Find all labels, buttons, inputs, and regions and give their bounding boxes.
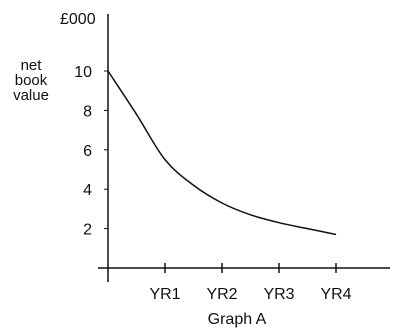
y-tick-label: 8: [83, 103, 92, 120]
y-tick-label: 10: [74, 64, 92, 81]
y-axis-label-line-3: value: [13, 87, 49, 104]
x-tick-label: YR4: [320, 286, 351, 303]
x-tick-label: YR2: [206, 286, 237, 303]
y-axis-label-line-2: book: [14, 72, 48, 89]
y-tick-label: 6: [83, 143, 92, 160]
chart-title: Graph A: [208, 311, 267, 328]
y-tick-label: 4: [83, 182, 92, 199]
x-tick-label: YR1: [149, 286, 180, 303]
y-ticks: 2 4 6 8 10: [74, 64, 108, 239]
y-axis-label-line-1: net: [20, 57, 42, 74]
y-axis-label: net book value: [4, 58, 58, 103]
y-tick-label: 2: [83, 222, 92, 239]
x-ticks: YR1 YR2 YR3 YR4: [149, 263, 352, 303]
series-line: [107, 70, 337, 236]
unit-label: £000: [60, 11, 96, 28]
x-tick-label: YR3: [263, 286, 294, 303]
